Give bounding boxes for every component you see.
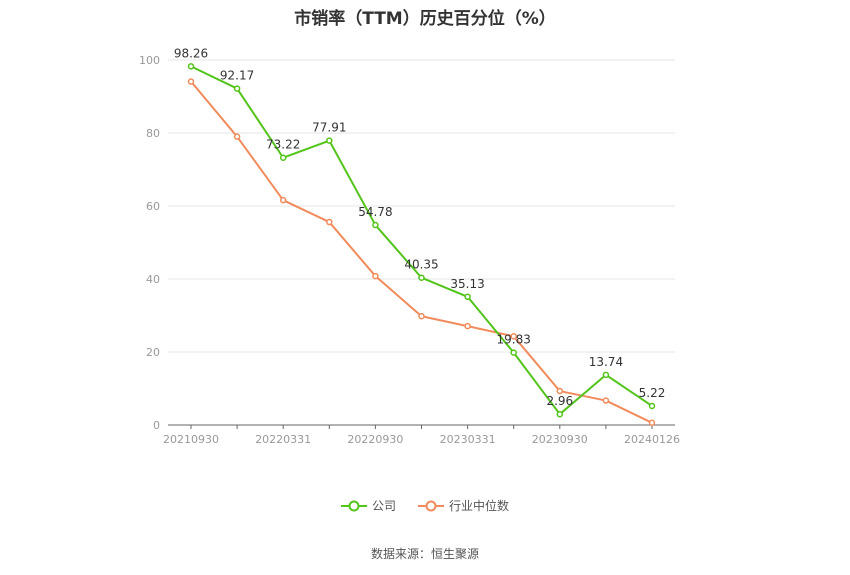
- data-point-industry: [602, 397, 610, 404]
- data-label-company: 92.17: [220, 69, 254, 83]
- data-point-industry: [372, 272, 379, 280]
- x-tick-label: 20220331: [255, 433, 311, 446]
- data-label-company: 54.78: [358, 205, 392, 219]
- data-label-company: 35.13: [450, 277, 484, 291]
- legend-item-company[interactable]: 公司: [340, 497, 396, 514]
- data-label-company: 5.22: [639, 386, 666, 400]
- data-label-company: 19.83: [497, 333, 531, 347]
- x-tick-label: 20230331: [440, 433, 496, 446]
- y-tick-label: 20: [146, 346, 160, 359]
- data-label-company: 98.26: [174, 46, 208, 60]
- data-point-company: [510, 349, 517, 356]
- series-line-company: [190, 65, 653, 416]
- data-point-industry: [326, 218, 333, 226]
- data-point-company: [464, 293, 471, 301]
- data-point-industry: [279, 196, 287, 204]
- chart-title: 市销率（TTM）历史百分位（%）: [294, 9, 556, 29]
- data-point-industry: [187, 78, 195, 85]
- legend: 公司 行业中位数: [0, 497, 850, 514]
- legend-industry-marker-icon: [418, 500, 444, 511]
- x-tick-label: 20210930: [163, 433, 219, 446]
- y-tick-label: 80: [146, 127, 160, 140]
- data-point-company: [648, 402, 656, 410]
- source-note: 数据来源：恒生聚源: [370, 547, 479, 561]
- legend-label-company: 公司: [371, 499, 396, 513]
- legend-item-industry[interactable]: 行业中位数: [418, 497, 509, 514]
- data-point-company: [602, 371, 610, 379]
- data-label-company: 2.96: [546, 394, 573, 408]
- data-point-industry: [556, 387, 564, 395]
- data-point-company: [556, 410, 564, 418]
- data-label-company: 73.22: [266, 138, 300, 152]
- data-point-company: [233, 85, 241, 92]
- data-point-company: [187, 63, 195, 70]
- data-point-company: [279, 154, 287, 161]
- data-point-company: [326, 137, 333, 144]
- data-point-company: [418, 274, 425, 281]
- data-point-industry: [510, 333, 517, 340]
- data-label-company: 40.35: [404, 258, 438, 272]
- y-tick-label: 100: [139, 54, 160, 67]
- y-tick-label: 60: [146, 200, 160, 213]
- y-tick-label: 40: [146, 273, 160, 286]
- data-label-company: 13.74: [589, 355, 623, 369]
- data-point-industry: [464, 322, 471, 330]
- data-point-company: [372, 221, 379, 229]
- data-point-industry: [233, 133, 241, 140]
- data-point-industry: [648, 419, 656, 427]
- data-label-company: 77.91: [312, 121, 346, 135]
- legend-label-industry: 行业中位数: [449, 499, 510, 513]
- x-tick-label: 20240126: [624, 433, 680, 446]
- x-tick-label: 20230930: [532, 433, 588, 446]
- y-tick-label: 0: [153, 419, 160, 432]
- data-point-industry: [418, 312, 425, 320]
- x-tick-label: 20220930: [347, 433, 403, 446]
- legend-company-marker-icon: [340, 500, 367, 511]
